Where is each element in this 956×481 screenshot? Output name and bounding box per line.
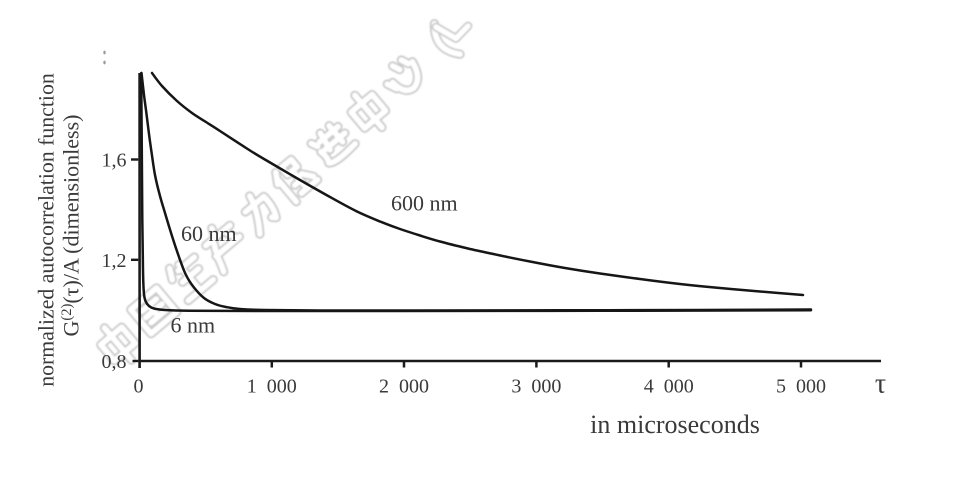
svg-text:0: 0 — [134, 376, 144, 398]
svg-text:τ: τ — [875, 369, 886, 400]
svg-text:6 nm: 6 nm — [171, 313, 216, 338]
svg-text:3 000: 3 000 — [511, 376, 561, 398]
svg-text:G(2)(τ)/A (dimensionless): G(2)(τ)/A (dimensionless) — [59, 115, 84, 337]
svg-text:0,8: 0,8 — [102, 351, 127, 373]
svg-text:in microseconds: in microseconds — [590, 410, 760, 439]
svg-text:1,2: 1,2 — [102, 250, 127, 272]
svg-text:4 000: 4 000 — [644, 376, 694, 398]
svg-text:2 000: 2 000 — [379, 376, 429, 398]
svg-text:1 000: 1 000 — [247, 376, 297, 398]
svg-text:1,6: 1,6 — [102, 150, 127, 172]
svg-text:60 nm: 60 nm — [181, 221, 237, 246]
svg-text:normalized autocorrelation fun: normalized autocorrelation function — [35, 73, 59, 387]
svg-text:600 nm: 600 nm — [391, 191, 458, 216]
svg-text:5 000: 5 000 — [776, 376, 826, 398]
